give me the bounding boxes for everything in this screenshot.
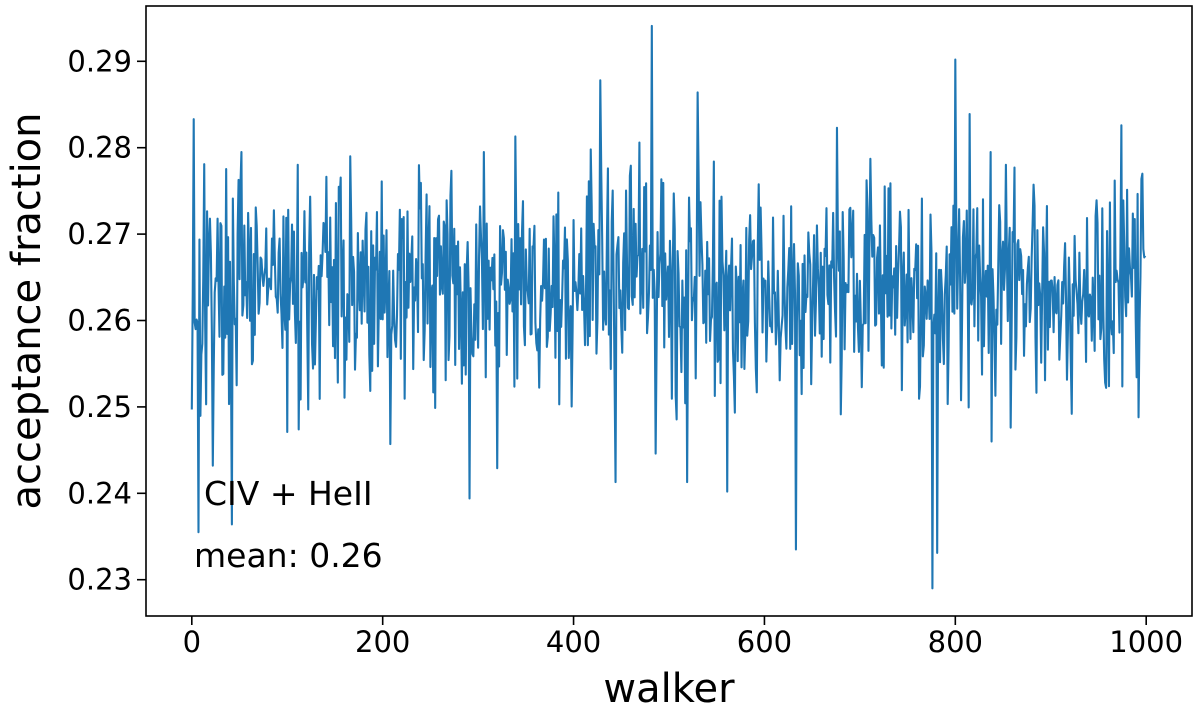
x-tick-label: 400 <box>546 625 601 659</box>
x-tick-label: 1000 <box>1109 625 1183 659</box>
annotation-label: CIV + HeII <box>204 474 373 513</box>
y-tick-label: 0.27 <box>67 217 132 251</box>
y-tick-label: 0.23 <box>67 563 132 597</box>
series-line <box>190 24 1147 590</box>
y-tick-label: 0.26 <box>67 304 132 338</box>
annotation-mean: mean: 0.26 <box>194 536 383 575</box>
x-tick-label: 800 <box>928 625 983 659</box>
y-tick-label: 0.25 <box>67 390 132 424</box>
y-tick-label: 0.28 <box>67 131 132 165</box>
x-tick-label: 200 <box>355 625 410 659</box>
y-ticks: 0.23 0.24 0.25 0.26 0.27 0.28 0.29 <box>67 44 146 597</box>
y-tick-label: 0.29 <box>67 44 132 78</box>
plot-frame <box>145 5 1193 617</box>
data-layer <box>190 24 1147 590</box>
x-axis-label: walker <box>603 666 735 711</box>
x-tick-label: 0 <box>183 625 201 659</box>
x-ticks: 0 200 400 600 800 1000 <box>183 616 1183 659</box>
y-axis-label: acceptance fraction <box>4 112 50 509</box>
x-tick-label: 600 <box>737 625 792 659</box>
y-tick-label: 0.24 <box>67 476 132 510</box>
